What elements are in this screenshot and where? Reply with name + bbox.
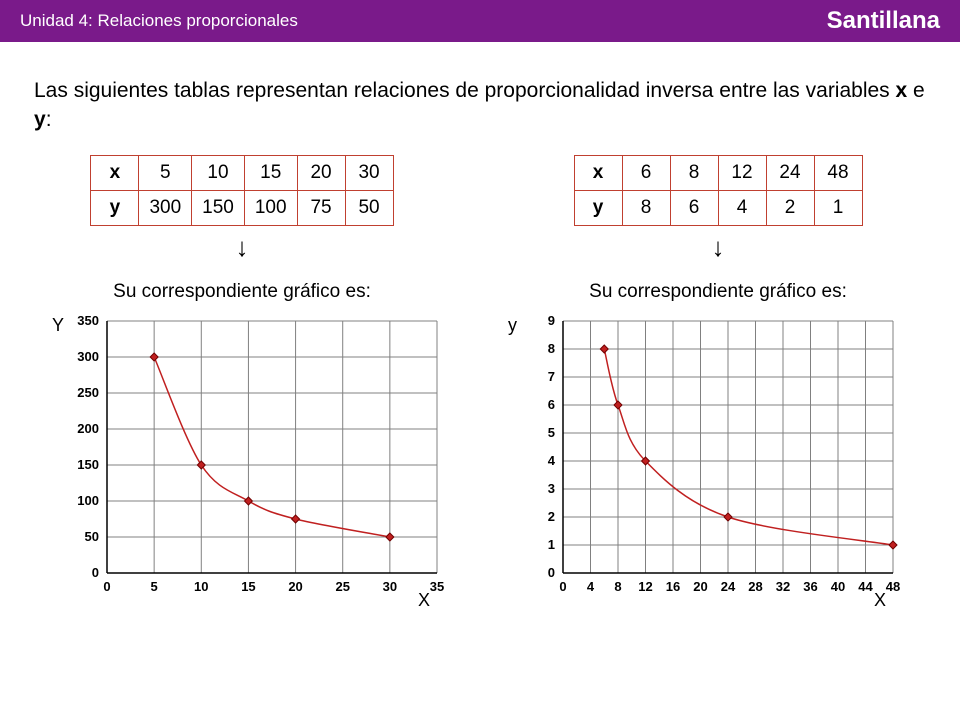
svg-text:0: 0: [559, 579, 566, 594]
svg-text:0: 0: [548, 565, 555, 580]
svg-text:40: 40: [831, 579, 845, 594]
cell: 8: [622, 190, 670, 225]
cell: 24: [766, 155, 814, 190]
header-bar: Unidad 4: Relaciones proporcionales Sant…: [0, 0, 960, 42]
y-axis-label-right: y: [508, 315, 517, 336]
chart-right-block: y 048121620242832364044480123456789 X: [500, 311, 916, 601]
svg-text:5: 5: [548, 425, 555, 440]
cell: 30: [345, 155, 393, 190]
cell-header: y: [574, 190, 622, 225]
svg-text:35: 35: [430, 579, 444, 594]
chart-left: 05101520253035050100150200250300350: [57, 311, 447, 601]
svg-text:24: 24: [721, 579, 736, 594]
svg-text:3: 3: [548, 481, 555, 496]
cell: 50: [345, 190, 393, 225]
intro-text: Las siguientes tablas representan relaci…: [34, 76, 926, 135]
cell: 4: [718, 190, 766, 225]
svg-text:50: 50: [85, 529, 99, 544]
svg-text:16: 16: [666, 579, 680, 594]
svg-text:5: 5: [151, 579, 158, 594]
table-row: y 300 150 100 75 50: [91, 190, 393, 225]
cell-header: x: [91, 155, 139, 190]
svg-text:28: 28: [748, 579, 762, 594]
cell: 8: [670, 155, 718, 190]
chart-left-block: Y 05101520253035050100150200250300350 X: [44, 311, 460, 601]
x-axis-label-right: X: [874, 590, 886, 611]
tables-row: x 5 10 15 20 30 y 300 150 100 75 50 ↓: [34, 155, 926, 273]
data-table-left: x 5 10 15 20 30 y 300 150 100 75 50: [90, 155, 393, 226]
table-row: x 6 8 12 24 48: [574, 155, 862, 190]
svg-text:7: 7: [548, 369, 555, 384]
svg-text:4: 4: [548, 453, 556, 468]
cell: 2: [766, 190, 814, 225]
arrow-down-icon: ↓: [712, 232, 725, 262]
svg-text:150: 150: [77, 457, 99, 472]
svg-text:2: 2: [548, 509, 555, 524]
publisher-name: Santillana: [827, 7, 940, 35]
svg-text:200: 200: [77, 421, 99, 436]
svg-text:4: 4: [587, 579, 595, 594]
svg-text:25: 25: [335, 579, 349, 594]
table-left-block: x 5 10 15 20 30 y 300 150 100 75 50 ↓: [34, 155, 450, 273]
chart-right: 048121620242832364044480123456789: [513, 311, 903, 601]
arrow-down-icon: ↓: [236, 232, 249, 262]
table-row: x 5 10 15 20 30: [91, 155, 393, 190]
svg-text:0: 0: [103, 579, 110, 594]
svg-text:350: 350: [77, 313, 99, 328]
captions-row: Su correspondiente gráfico es: Su corres…: [34, 281, 926, 303]
data-table-right: x 6 8 12 24 48 y 8 6 4 2 1: [574, 155, 863, 226]
svg-text:20: 20: [288, 579, 302, 594]
svg-text:300: 300: [77, 349, 99, 364]
cell: 5: [139, 155, 192, 190]
cell: 6: [622, 155, 670, 190]
cell: 10: [192, 155, 245, 190]
intro-b: e: [907, 79, 925, 102]
x-axis-label-left: X: [418, 590, 430, 611]
svg-text:1: 1: [548, 537, 555, 552]
svg-text:10: 10: [194, 579, 208, 594]
caption-left: Su correspondiente gráfico es:: [34, 281, 450, 303]
cell: 75: [297, 190, 345, 225]
intro-var-y: y: [34, 108, 46, 131]
svg-text:9: 9: [548, 313, 555, 328]
svg-text:44: 44: [858, 579, 873, 594]
cell: 15: [244, 155, 297, 190]
content-area: Las siguientes tablas representan relaci…: [0, 42, 960, 601]
cell: 48: [814, 155, 862, 190]
cell: 20: [297, 155, 345, 190]
charts-row: Y 05101520253035050100150200250300350 X …: [34, 311, 926, 601]
cell-header: y: [91, 190, 139, 225]
intro-c: :: [46, 108, 52, 131]
svg-text:100: 100: [77, 493, 99, 508]
svg-text:0: 0: [92, 565, 99, 580]
svg-text:32: 32: [776, 579, 790, 594]
svg-text:6: 6: [548, 397, 555, 412]
svg-text:8: 8: [548, 341, 555, 356]
y-axis-label-left: Y: [52, 315, 64, 336]
svg-text:48: 48: [886, 579, 900, 594]
cell: 100: [244, 190, 297, 225]
caption-right: Su correspondiente gráfico es:: [510, 281, 926, 303]
cell: 150: [192, 190, 245, 225]
svg-text:12: 12: [638, 579, 652, 594]
cell: 6: [670, 190, 718, 225]
svg-text:36: 36: [803, 579, 817, 594]
cell: 12: [718, 155, 766, 190]
unit-title: Unidad 4: Relaciones proporcionales: [20, 11, 298, 31]
cell: 1: [814, 190, 862, 225]
cell-header: x: [574, 155, 622, 190]
svg-text:8: 8: [614, 579, 621, 594]
arrow-right: ↓: [510, 234, 926, 261]
intro-var-x: x: [896, 79, 908, 102]
cell: 300: [139, 190, 192, 225]
table-row: y 8 6 4 2 1: [574, 190, 862, 225]
intro-a: Las siguientes tablas representan relaci…: [34, 79, 896, 102]
table-right-block: x 6 8 12 24 48 y 8 6 4 2 1 ↓: [510, 155, 926, 273]
arrow-left: ↓: [34, 234, 450, 261]
svg-text:15: 15: [241, 579, 255, 594]
svg-text:20: 20: [693, 579, 707, 594]
svg-text:250: 250: [77, 385, 99, 400]
svg-text:30: 30: [383, 579, 397, 594]
